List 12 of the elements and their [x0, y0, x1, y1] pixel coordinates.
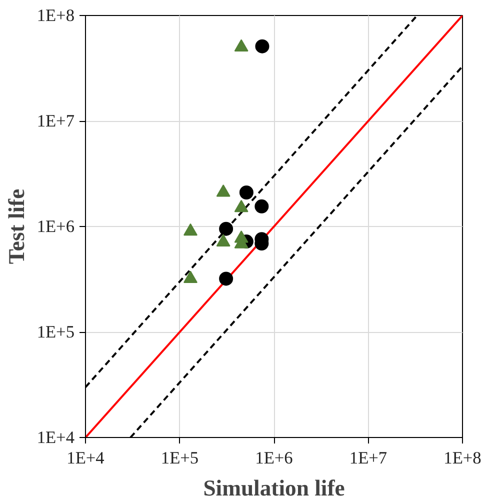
- y-tick-label: 1E+8: [36, 6, 74, 25]
- y-tick-label: 1E+7: [36, 112, 75, 130]
- x-axis-title: Simulation life: [203, 476, 345, 500]
- x-tick-label: 1E+7: [349, 448, 388, 468]
- x-tick-label: 1E+6: [255, 448, 294, 468]
- y-tick-label: 1E+6: [36, 217, 75, 236]
- x-tick-label: 1E+5: [160, 448, 199, 468]
- x-tick-label: 1E+4: [66, 448, 105, 468]
- y-tick-label: 1E+4: [36, 428, 75, 447]
- y-tick-label: 1E+5: [36, 322, 74, 342]
- y-axis-title: Test life: [4, 188, 29, 264]
- x-tick-label: 1E+8: [444, 448, 482, 468]
